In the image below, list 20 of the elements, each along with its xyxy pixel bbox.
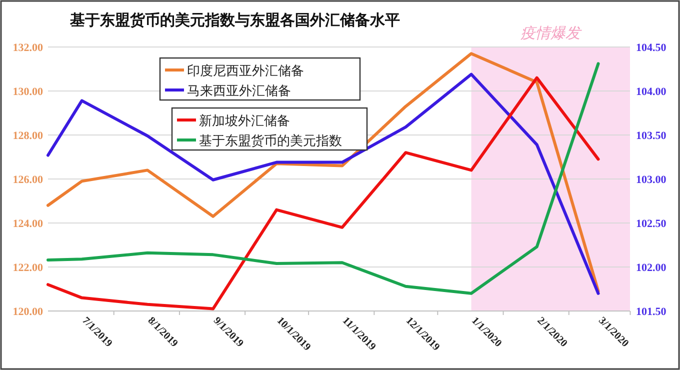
y-tick-label: 124.00 [12,218,44,230]
y-tick-label: 120.00 [12,306,44,318]
y-tick-label: 128.00 [12,130,44,142]
y-tick-label: 130.00 [12,86,44,98]
legend-label: 马来西亚外汇储备 [187,84,291,99]
y2-tick-label: 102.00 [636,262,667,274]
band-label: 疫情爆发 [520,24,583,42]
y2-tick-label: 102.50 [636,218,667,230]
y2-tick-label: 104.50 [636,42,667,54]
y2-tick-label: 103.50 [636,130,667,142]
y-tick-label: 132.00 [12,42,44,54]
y2-tick-label: 101.50 [636,306,667,318]
y-tick-label: 122.00 [12,262,44,274]
y-tick-label: 126.00 [12,174,44,186]
chart-title: 基于东盟货币的美元指数与东盟各国外汇储备水平 [69,11,400,29]
legend-label: 新加坡外汇储备 [199,114,290,129]
legend-label: 印度尼西亚外汇储备 [187,63,304,79]
y2-tick-label: 104.00 [636,86,667,98]
y2-tick-label: 103.00 [636,174,667,186]
legend-label: 基于东盟货币的美元指数 [199,133,342,149]
